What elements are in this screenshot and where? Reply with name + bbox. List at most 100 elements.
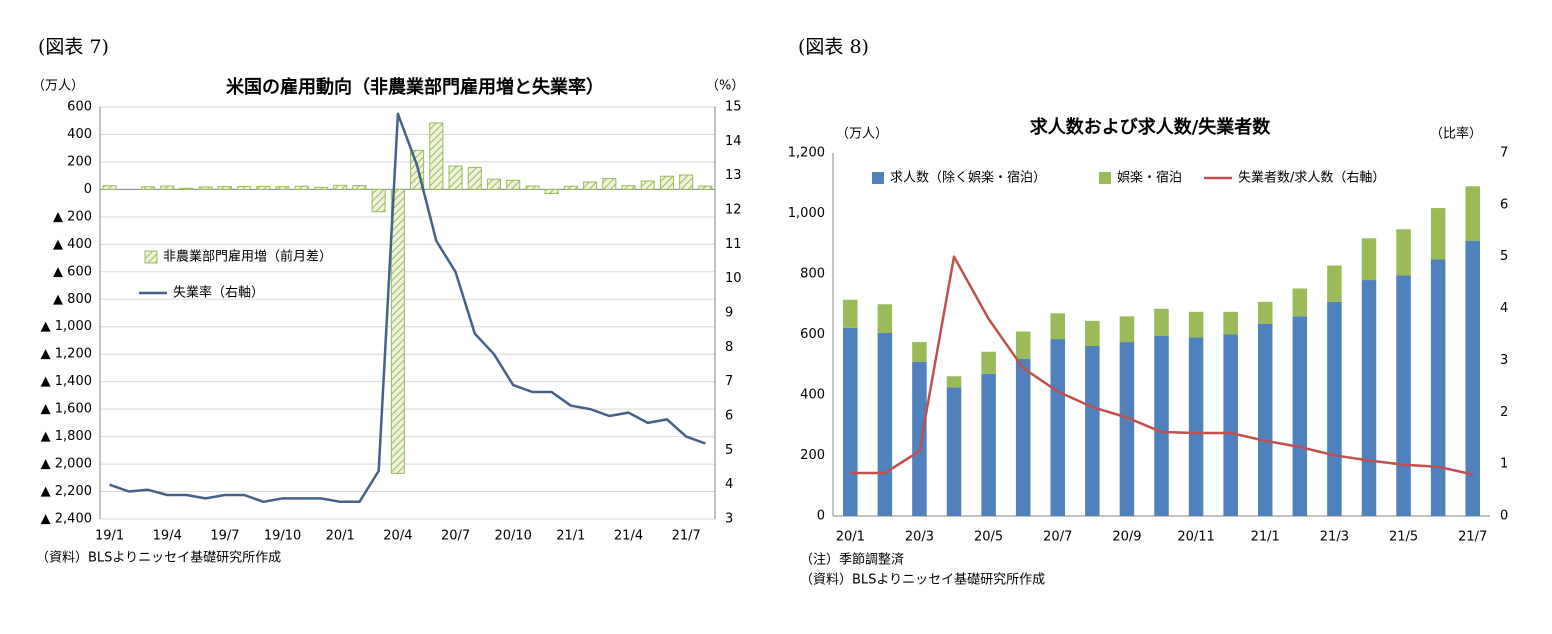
legend-label: 失業者数/求人数（右軸）: [1238, 170, 1385, 186]
y2-tick-label: 6: [725, 409, 733, 424]
bar: [946, 387, 962, 516]
bar: [1257, 301, 1273, 324]
bar: [877, 332, 893, 516]
y-tick-label: ▲ 600: [53, 264, 92, 279]
bar: [1430, 259, 1446, 516]
bar: [1396, 229, 1411, 276]
bar: [912, 342, 927, 362]
bar: [1327, 301, 1342, 516]
bar: [486, 178, 502, 190]
bar: [1050, 313, 1066, 340]
bar: [1188, 311, 1204, 338]
bar: [1015, 331, 1031, 359]
y-tick-label: 600: [67, 100, 92, 115]
bar: [1292, 288, 1308, 317]
y-tick-label: 1,000: [788, 206, 825, 221]
x-tick-label: 20/5: [974, 530, 1003, 545]
bar: [1327, 265, 1342, 302]
bar: [1015, 358, 1031, 516]
bar: [1430, 208, 1446, 260]
bar: [659, 175, 674, 190]
x-tick-label: 20/10: [494, 529, 531, 544]
bar: [237, 186, 252, 190]
bar: [179, 187, 194, 190]
bar: [1188, 337, 1204, 516]
y-tick-label: ▲ 800: [53, 292, 92, 307]
legend-swatch: [1099, 172, 1111, 184]
bar: [1050, 339, 1066, 516]
y-tick-label: 400: [800, 388, 825, 403]
y-tick-label: 600: [800, 327, 825, 342]
x-tick-label: 20/9: [1112, 530, 1141, 545]
y2-tick-label: 11: [725, 237, 742, 252]
bar: [981, 373, 996, 516]
bar: [1292, 316, 1308, 516]
x-tick-label: 21/5: [1389, 530, 1418, 545]
y-tick-label: ▲ 1,400: [41, 374, 92, 389]
y-tick-label: ▲ 1,000: [41, 319, 92, 334]
x-tick-label: 20/1: [326, 529, 355, 544]
source: （資料）BLSよりニッセイ基礎研究所作成: [36, 551, 281, 566]
bar: [256, 185, 271, 190]
bar: [1257, 323, 1273, 516]
y2-tick-label: 1: [1500, 457, 1508, 472]
figure-label: (図表 8): [798, 36, 869, 58]
legend-swatch: [144, 250, 158, 264]
bar: [621, 185, 636, 190]
bar: [448, 165, 463, 190]
plot-frame: [99, 106, 716, 520]
y-tick-label: ▲ 1,200: [41, 347, 92, 362]
legend-label: 非農業部門雇用増（前月差）: [163, 249, 332, 265]
bar: [1119, 342, 1135, 516]
x-tick-label: 21/7: [672, 529, 701, 544]
y2-tick-label: 3: [1500, 353, 1508, 368]
y2-tick-label: 8: [725, 340, 733, 355]
x-tick-label: 20/4: [383, 529, 412, 544]
x-tick-label: 19/10: [264, 529, 301, 544]
bar: [602, 178, 617, 190]
y-tick-label: ▲ 1,600: [41, 402, 92, 417]
x-tick-label: 19/4: [153, 529, 182, 544]
line: [850, 255, 1473, 476]
bar: [583, 181, 598, 190]
bar: [843, 327, 858, 516]
y-axis-label: （万人）: [836, 127, 888, 142]
y2-tick-label: 14: [725, 134, 742, 149]
bar: [333, 184, 348, 190]
bar: [1154, 336, 1169, 516]
y-tick-label: ▲ 400: [53, 237, 92, 252]
y2-tick-label: 4: [1500, 301, 1508, 316]
bar: [371, 188, 386, 213]
source: （資料）BLSよりニッセイ基礎研究所作成: [800, 573, 1045, 588]
y2-tick-label: 3: [725, 512, 733, 527]
bar: [141, 186, 156, 190]
y-tick-label: 200: [67, 154, 92, 169]
bar: [640, 180, 655, 190]
y-tick-label: 1,200: [788, 146, 825, 161]
y-tick-label: 0: [84, 182, 92, 197]
bar: [525, 185, 540, 190]
x-tick-label: 21/1: [556, 529, 585, 544]
y2-tick-label: 2: [1500, 405, 1508, 420]
bar: [679, 174, 694, 190]
legend-swatch: [872, 172, 884, 184]
legend-label: 求人数（除く娯楽・宿泊）: [890, 170, 1046, 186]
bar: [1361, 280, 1377, 516]
bar: [1223, 311, 1238, 335]
y-tick-label: ▲ 200: [53, 209, 92, 224]
y2-tick-label: 7: [725, 374, 733, 389]
x-tick-label: 20/1: [836, 530, 865, 545]
y2-tick-label: 5: [1500, 249, 1508, 264]
y-tick-label: 0: [817, 509, 825, 524]
bar: [981, 351, 996, 374]
bar: [912, 361, 927, 516]
bar: [217, 186, 232, 190]
chart-title: 米国の雇用動向（非農業部門雇用増と失業率）: [226, 76, 604, 98]
bar: [1465, 186, 1480, 241]
line: [109, 112, 706, 504]
bar: [352, 185, 367, 190]
bar: [1465, 240, 1480, 516]
y2-tick-label: 5: [725, 443, 733, 458]
figure-label: (図表 7): [38, 36, 109, 58]
